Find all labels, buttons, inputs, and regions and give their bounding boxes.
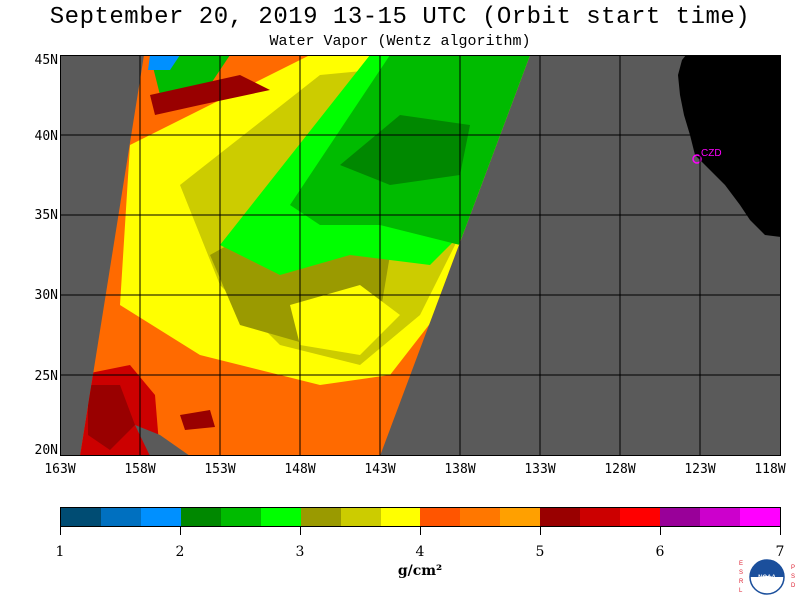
colorbar-segment (61, 508, 101, 526)
logo-center-text: NOAA (758, 575, 776, 581)
colorbar-segment (660, 508, 700, 526)
noaa-logo: NOAA E S R L P S D (739, 559, 796, 595)
station-label: CZD (701, 148, 722, 159)
colorbar-segment (300, 508, 341, 526)
colorbar-tick-mark (60, 527, 61, 535)
colorbar-segment (500, 508, 541, 526)
logo-right-letter: S (791, 574, 795, 580)
colorbar-tick-mark (420, 527, 421, 535)
lon-label-158w: 158W (124, 462, 156, 477)
colorbar-segment (340, 508, 381, 526)
land-california (678, 55, 781, 237)
colorbar (60, 507, 781, 527)
colorbar-segment (580, 508, 621, 526)
map-subtitle: Water Vapor (Wentz algorithm) (269, 33, 531, 50)
lon-label-163w: 163W (44, 462, 76, 477)
colorbar-tick-6: 6 (655, 544, 665, 560)
logo-left-letter: S (739, 570, 743, 576)
lat-label-40n: 40N (34, 129, 58, 144)
colorbar-tick-1: 1 (55, 544, 65, 560)
map-frame (60, 55, 781, 456)
colorbar-tick-5: 5 (535, 544, 545, 560)
map-title: September 20, 2019 13-15 UTC (Orbit star… (49, 4, 751, 31)
colorbar-tick-2: 2 (175, 544, 185, 560)
colorbar-segment (380, 508, 421, 526)
colorbar-tick-mark (660, 527, 661, 535)
colorbar-tick-mark (540, 527, 541, 535)
water-vapor-map: CZD (60, 55, 781, 456)
lon-label-148w: 148W (284, 462, 316, 477)
lat-label-45n: 45N (34, 53, 58, 68)
colorbar-tick-4: 4 (415, 544, 425, 560)
colorbar-tick-mark (180, 527, 181, 535)
lon-label-153w: 153W (204, 462, 236, 477)
colorbar-segment (220, 508, 261, 526)
lat-label-20n: 20N (34, 443, 58, 458)
lat-label-25n: 25N (34, 369, 58, 384)
lon-label-128w: 128W (604, 462, 636, 477)
colorbar-segment (420, 508, 461, 526)
colorbar-tick-7: 7 (775, 544, 785, 560)
colorbar-tick-3: 3 (295, 544, 305, 560)
colorbar-segment (100, 508, 141, 526)
colorbar-segment (700, 508, 740, 526)
lon-label-118w: 118W (754, 462, 786, 477)
colorbar-segment (620, 508, 661, 526)
logo-left-letter: R (739, 579, 744, 585)
map-grid (60, 55, 781, 456)
colorbar-segment (260, 508, 301, 526)
lat-label-30n: 30N (34, 288, 58, 303)
logo-left-letter: E (739, 561, 743, 567)
lat-label-35n: 35N (34, 208, 58, 223)
lon-label-138w: 138W (444, 462, 476, 477)
lon-label-123w: 123W (684, 462, 716, 477)
colorbar-segment (140, 508, 181, 526)
colorbar-segment (540, 508, 581, 526)
logo-right-letter: P (791, 565, 795, 571)
colorbar-segment (180, 508, 221, 526)
station-marker-czd: CZD (692, 148, 722, 164)
logo-left-letter: L (739, 588, 743, 594)
logo-right-letter: D (791, 583, 796, 589)
colorbar-segment (460, 508, 501, 526)
lon-label-133w: 133W (524, 462, 556, 477)
colorbar-tick-mark (780, 527, 781, 535)
colorbar-unit: g/cm² (397, 563, 443, 579)
lon-label-143w: 143W (364, 462, 396, 477)
colorbar-segment (739, 508, 780, 526)
colorbar-tick-mark (300, 527, 301, 535)
